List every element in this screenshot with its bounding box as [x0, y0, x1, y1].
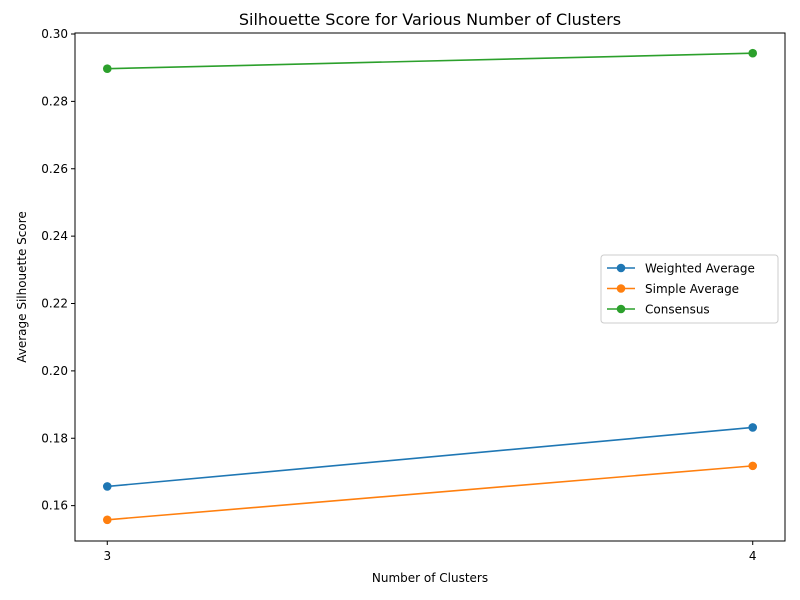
y-tick-label: 0.16 [41, 499, 68, 513]
legend: Weighted Average Simple Average Consensus [600, 254, 779, 324]
series-consensus [102, 48, 758, 74]
y-axis-label: Average Silhouette Score [15, 211, 29, 363]
data-point-marker [748, 48, 758, 58]
y-tick-label: 0.24 [41, 229, 68, 243]
x-tick-label: 4 [749, 549, 757, 563]
y-tick-label: 0.30 [41, 27, 68, 41]
legend-label: Weighted Average [645, 262, 755, 276]
legend-marker-icon [616, 263, 626, 273]
legend-frame [600, 254, 779, 324]
data-point-marker [748, 423, 758, 432]
y-tick-label: 0.20 [41, 364, 68, 378]
x-tick-label: 3 [103, 549, 111, 563]
legend-label: Simple Average [645, 282, 739, 296]
series-layer [102, 48, 758, 525]
data-point-marker [102, 482, 112, 491]
data-point-marker [748, 461, 758, 471]
series-line [107, 426, 753, 488]
series-simple-average [102, 461, 758, 525]
y-tick-label: 0.18 [41, 431, 68, 445]
data-point-marker [102, 515, 112, 525]
series-weighted-average [102, 423, 758, 491]
y-tick-label: 0.26 [41, 162, 68, 176]
x-axis-label: Number of Clusters [372, 571, 488, 585]
legend-marker-icon [616, 284, 626, 293]
legend-marker-icon [616, 304, 626, 314]
data-point-marker [102, 64, 112, 74]
series-line [107, 465, 753, 521]
series-line [107, 52, 753, 70]
legend-item: Consensus [607, 303, 710, 317]
legend-item: Simple Average [607, 282, 739, 296]
chart-title: Silhouette Score for Various Number of C… [239, 10, 621, 29]
y-tick-label: 0.22 [41, 297, 68, 311]
y-tick-label: 0.28 [41, 94, 68, 108]
y-axis: 0.16 0.18 0.20 0.22 0.24 0.26 0.28 0.30 [41, 27, 75, 513]
legend-item: Weighted Average [607, 262, 755, 276]
legend-label: Consensus [645, 303, 710, 317]
